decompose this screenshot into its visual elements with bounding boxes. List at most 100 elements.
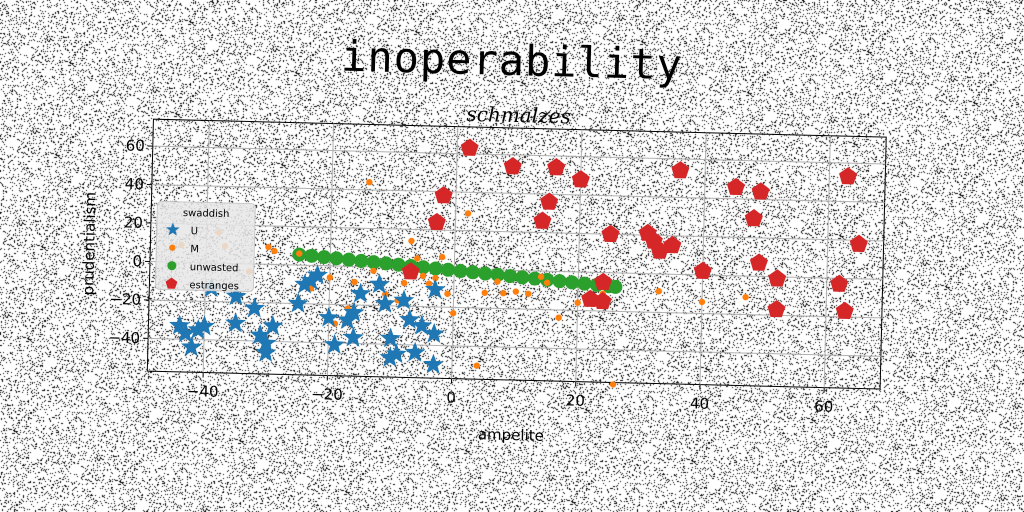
point-U xyxy=(262,315,284,336)
point-M xyxy=(444,290,451,297)
legend-marker-unwasted xyxy=(167,261,177,271)
y-tick-label: 20 xyxy=(124,213,144,231)
legend-label: U xyxy=(191,226,199,237)
y-grid-line xyxy=(151,184,885,203)
point-M xyxy=(655,288,662,295)
point-estranges xyxy=(726,177,746,196)
x-axis-label: ampelite xyxy=(478,425,544,445)
point-unwasted xyxy=(354,253,369,268)
point-M xyxy=(408,237,415,245)
point-unwasted xyxy=(391,257,406,272)
point-unwasted xyxy=(515,270,530,285)
legend-label: M xyxy=(190,244,199,255)
y-grid-line xyxy=(149,299,882,319)
point-M xyxy=(543,279,551,286)
point-U xyxy=(343,301,365,322)
x-tick-label: 20 xyxy=(566,391,586,409)
series-U xyxy=(169,264,446,374)
plot-area: schmalzes −40 −20 0 20 40 60 −40 −20 0 20 40 60 amp… xyxy=(79,102,887,445)
y-axis-label: prudentialism xyxy=(79,192,100,296)
x-tick-label: 0 xyxy=(446,388,456,406)
point-M xyxy=(525,290,532,298)
point-M xyxy=(494,278,501,285)
point-estranges xyxy=(601,224,620,243)
y-grid-line xyxy=(152,145,886,165)
point-U xyxy=(323,333,345,354)
x-grid-line xyxy=(699,132,707,385)
data-marks xyxy=(169,138,868,388)
point-estranges xyxy=(571,170,590,188)
point-estranges xyxy=(540,192,559,210)
point-U xyxy=(255,341,277,362)
x-tick-label: 60 xyxy=(814,397,834,415)
chart-title: schmalzes xyxy=(466,102,571,129)
point-unwasted xyxy=(379,256,394,271)
point-U xyxy=(336,309,358,330)
point-M xyxy=(742,294,749,301)
point-M xyxy=(366,179,373,186)
point-estranges xyxy=(533,211,552,229)
point-U xyxy=(423,322,445,343)
legend-label: unwasted xyxy=(190,262,239,274)
x-grid-line xyxy=(451,126,459,379)
point-estranges xyxy=(547,158,566,176)
point-estranges xyxy=(427,212,446,231)
point-M xyxy=(481,289,488,296)
point-U xyxy=(180,336,202,357)
point-unwasted xyxy=(366,255,381,270)
point-unwasted xyxy=(329,251,344,266)
point-M xyxy=(326,274,333,281)
point-estranges xyxy=(749,253,768,271)
point-U xyxy=(318,306,340,327)
legend-box xyxy=(154,200,256,293)
point-U xyxy=(422,353,444,374)
point-U xyxy=(225,312,246,333)
point-M xyxy=(401,279,408,287)
point-estranges xyxy=(835,301,854,319)
point-U xyxy=(374,292,396,313)
point-M xyxy=(464,210,472,217)
point-M xyxy=(432,274,439,282)
y-tick-label: 0 xyxy=(132,252,142,270)
y-grid-line xyxy=(149,261,883,280)
point-unwasted xyxy=(490,267,505,282)
point-U xyxy=(393,289,415,310)
point-estranges xyxy=(401,262,420,280)
axes-frame xyxy=(146,118,887,390)
point-U xyxy=(380,327,401,348)
series-estranges xyxy=(401,138,868,319)
point-estranges xyxy=(751,182,770,200)
point-estranges xyxy=(594,272,613,291)
point-estranges xyxy=(693,261,712,279)
point-M xyxy=(473,362,480,369)
point-U xyxy=(404,341,426,362)
point-U xyxy=(300,269,322,290)
point-U xyxy=(307,264,328,285)
point-unwasted xyxy=(428,261,443,276)
point-unwasted xyxy=(608,279,623,294)
legend-marker-M xyxy=(169,244,176,251)
point-M xyxy=(425,280,433,287)
point-M xyxy=(500,290,507,297)
x-tick-label: −20 xyxy=(311,385,343,404)
x-grid-line xyxy=(575,129,583,382)
y-tick-label: 60 xyxy=(125,136,145,154)
point-M xyxy=(271,247,278,255)
y-grid-line xyxy=(150,222,884,242)
point-U xyxy=(244,297,266,318)
point-U xyxy=(225,285,247,306)
point-U xyxy=(342,326,364,347)
point-estranges xyxy=(581,289,600,308)
point-U xyxy=(399,308,421,329)
axis-ticks: −40 −20 0 20 40 60 −40 −20 0 20 40 60 xyxy=(108,136,834,415)
x-grid-line xyxy=(326,123,335,376)
point-M xyxy=(265,243,272,251)
point-M xyxy=(555,314,562,321)
point-U xyxy=(249,324,271,345)
point-estranges xyxy=(767,300,786,318)
series-unwasted xyxy=(292,247,623,294)
point-U xyxy=(193,315,215,336)
point-unwasted xyxy=(341,252,356,267)
point-M xyxy=(537,273,545,281)
